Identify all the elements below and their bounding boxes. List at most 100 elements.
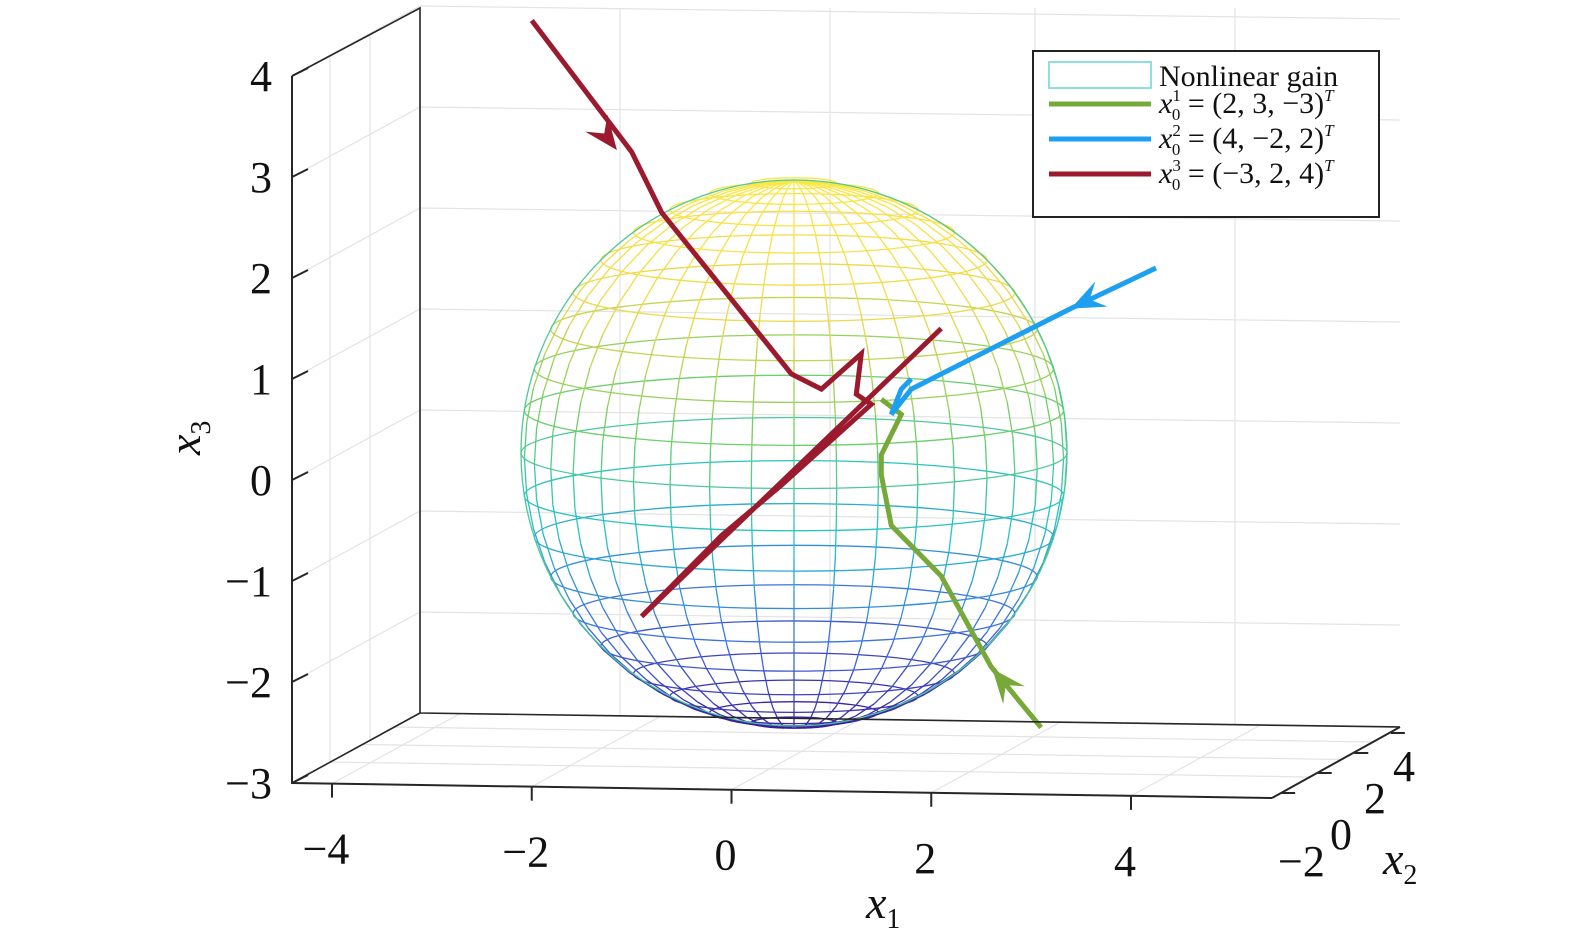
- grid-floor-depth: [731, 719, 860, 791]
- z-tick-mark: [291, 168, 309, 178]
- sphere-meridian: [715, 588, 722, 619]
- sphere-meridian: [711, 379, 717, 415]
- sphere-meridian: [853, 645, 862, 671]
- sphere-meridian: [856, 192, 888, 208]
- sphere-meridian: [582, 299, 602, 331]
- sphere-meridian: [855, 703, 875, 717]
- sphere-meridian: [1007, 290, 1029, 322]
- sphere-meridian: [761, 185, 779, 199]
- sphere-meridian: [827, 619, 832, 648]
- sphere-meridian: [871, 379, 877, 415]
- sphere-meridian: [618, 274, 639, 304]
- sphere-meridian: [589, 576, 604, 608]
- grid-floor-x: [394, 726, 1375, 743]
- sphere-meridian: [804, 186, 817, 199]
- sphere-meridian: [550, 433, 554, 470]
- sphere-meridian: [1042, 353, 1056, 388]
- sphere-meridian: [891, 311, 902, 345]
- sphere-meridian: [948, 410, 954, 446]
- sphere-meridian: [860, 313, 868, 346]
- sphere-meridian: [574, 402, 582, 439]
- sphere-meridian: [709, 414, 714, 451]
- x1-tick-label: 4: [1114, 837, 1136, 886]
- sphere-meridian: [854, 211, 875, 232]
- z-tick-label: −2: [225, 658, 272, 707]
- sphere-meridian: [582, 603, 602, 633]
- sphere-meridian: [823, 646, 829, 671]
- sphere-meridian: [767, 690, 774, 708]
- x2-axis-label: x2: [1382, 833, 1417, 891]
- sphere-meridian: [777, 718, 784, 727]
- sphere-meridian: [873, 686, 893, 705]
- sphere-meridian: [700, 192, 732, 208]
- sphere-meridian: [743, 184, 770, 197]
- sphere-meridian: [726, 183, 761, 193]
- sphere-meridian: [761, 197, 773, 215]
- sphere-meridian: [999, 295, 1020, 327]
- sphere-meridian: [656, 251, 678, 279]
- sphere-meridian: [965, 271, 988, 300]
- sphere-meridian: [971, 547, 982, 581]
- sphere-meridian: [843, 195, 869, 211]
- sphere-meridian: [666, 641, 682, 667]
- sphere-meridian: [601, 513, 609, 548]
- sphere-meridian: [1053, 387, 1062, 424]
- sphere-meridian: [635, 221, 665, 244]
- z-tick-label: 3: [250, 153, 272, 202]
- sphere-meridian: [890, 684, 912, 703]
- sphere-meridian: [535, 499, 544, 535]
- sphere-meridian: [941, 245, 967, 272]
- trajectory-arrow-2: [1070, 281, 1108, 309]
- sphere-meridian: [1012, 473, 1016, 510]
- sphere-meridian: [1012, 437, 1016, 474]
- sphere-meridian: [715, 345, 722, 380]
- sphere-meridian: [751, 705, 763, 719]
- grid-floor-depth: [1130, 725, 1260, 797]
- sphere-meridian: [694, 191, 728, 206]
- sphere-meridian: [752, 557, 756, 590]
- sphere-meridian: [855, 232, 870, 257]
- sphere-meridian: [878, 208, 905, 228]
- sphere-meridian: [580, 367, 591, 403]
- sphere-meridian: [600, 631, 623, 658]
- sphere-meridian: [997, 543, 1008, 577]
- sphere-meridian: [708, 486, 712, 523]
- grid-left-horizontal: [291, 611, 421, 683]
- sphere-meridian: [690, 706, 725, 719]
- sphere-meridian: [761, 717, 773, 726]
- sphere-meridian: [558, 539, 570, 573]
- sphere-meridian: [873, 230, 893, 255]
- sphere-meridian: [952, 481, 956, 518]
- sphere-meridian: [819, 670, 825, 692]
- z-tick-mark: [291, 67, 309, 77]
- sphere-meridian: [863, 190, 898, 204]
- sphere-meridian: [984, 442, 988, 479]
- trajectory-line-3: [529, 18, 943, 619]
- sphere-meridian: [891, 616, 902, 645]
- sphere-meridian: [705, 255, 720, 283]
- sphere-meridian: [658, 691, 692, 708]
- sphere-meridian: [1053, 493, 1062, 530]
- sphere-meridian: [523, 458, 528, 495]
- z-tick-mark: [291, 572, 309, 582]
- sphere-meridian: [673, 377, 681, 413]
- sphere-meridian: [629, 218, 660, 241]
- sphere-meridian: [666, 280, 682, 310]
- legend-item-surface: Nonlinear gain: [1048, 60, 1338, 93]
- sphere-meridian: [957, 649, 986, 674]
- sphere-meridian: [767, 233, 774, 258]
- sphere-meridian: [552, 504, 560, 540]
- sphere-meridian: [602, 239, 631, 265]
- sphere-meridian: [731, 704, 748, 718]
- sphere-meridian: [736, 184, 766, 196]
- sphere-meridian: [626, 306, 642, 339]
- sphere-meridian: [572, 473, 576, 510]
- sphere-meridian: [741, 233, 753, 258]
- z-tick-label: 4: [250, 52, 272, 101]
- sphere-meridian: [670, 519, 675, 555]
- sphere-meridian: [984, 478, 988, 514]
- sphere-meridian: [946, 610, 962, 640]
- sphere-meridian: [626, 610, 642, 640]
- sphere-meridian: [903, 226, 929, 250]
- sphere-meridian: [844, 256, 855, 284]
